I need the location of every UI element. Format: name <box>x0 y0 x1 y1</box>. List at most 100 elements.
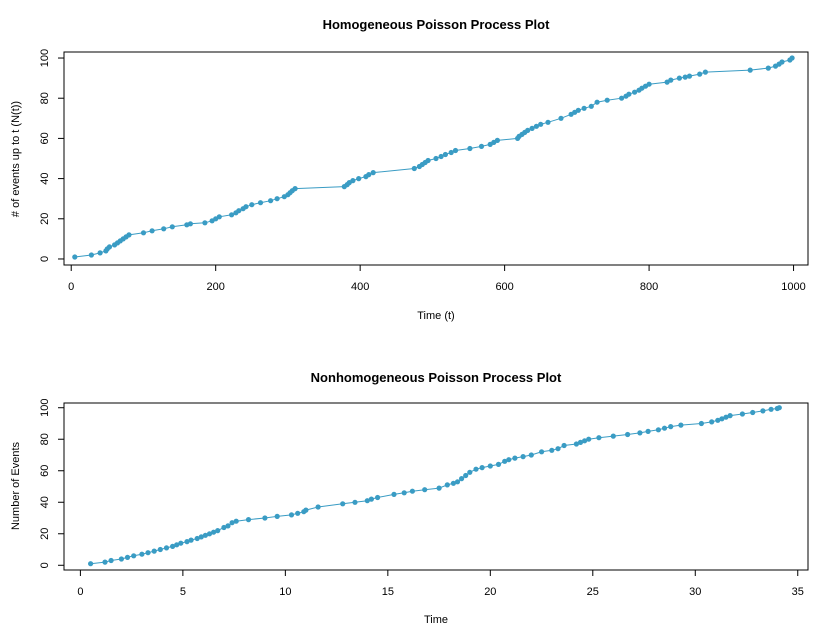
data-point <box>401 490 407 496</box>
data-point <box>169 224 175 230</box>
x-tick-label: 600 <box>495 281 513 293</box>
data-point <box>448 149 454 156</box>
data-point <box>668 424 674 430</box>
data-point <box>411 165 417 172</box>
x-tick-label: 5 <box>180 586 186 598</box>
data-point <box>202 532 208 538</box>
data-point <box>596 435 602 441</box>
data-point <box>626 91 632 97</box>
data-series <box>88 405 782 567</box>
data-point <box>249 202 255 208</box>
data-point <box>245 517 252 523</box>
y-tick-label: 0 <box>39 562 51 568</box>
data-point <box>478 143 485 149</box>
data-point <box>555 446 561 452</box>
x-tick-label: 1000 <box>781 281 805 293</box>
chart-nonhomogeneous: Nonhomogeneous Poisson Process Plot Time… <box>10 370 809 626</box>
data-point <box>262 515 268 521</box>
data-point <box>789 55 795 61</box>
data-point <box>108 557 114 564</box>
x-tick-label: 15 <box>382 586 394 598</box>
series-line <box>90 407 780 565</box>
x-tick-label: 200 <box>207 281 225 293</box>
data-point <box>632 89 638 95</box>
data-point <box>124 554 131 561</box>
data-point <box>97 250 103 256</box>
data-point <box>102 559 108 565</box>
data-point <box>257 200 264 206</box>
data-point <box>709 419 715 425</box>
data-point <box>126 232 132 238</box>
data-point <box>88 252 94 258</box>
data-point <box>487 463 493 469</box>
data-point <box>588 103 594 109</box>
data-point <box>368 496 374 502</box>
data-point <box>676 75 683 81</box>
data-point <box>765 65 771 71</box>
data-point <box>391 491 397 497</box>
data-point <box>776 405 782 411</box>
x-axis-label: Time <box>424 614 448 626</box>
data-point <box>233 518 239 524</box>
data-point <box>533 123 540 129</box>
data-point <box>459 476 465 482</box>
data-point <box>467 469 473 475</box>
data-point <box>140 230 147 236</box>
y-tick-label: 100 <box>39 399 51 417</box>
data-point <box>739 411 746 417</box>
data-point <box>573 441 580 447</box>
data-point <box>170 543 176 550</box>
x-tick-label: 35 <box>792 586 804 598</box>
y-axis-ticks: 0 20 40 60 80 100 <box>39 49 64 262</box>
data-point <box>225 523 231 529</box>
data-point <box>549 447 555 453</box>
data-point <box>198 534 204 540</box>
data-point <box>184 539 190 545</box>
data-point <box>202 220 208 226</box>
data-point <box>194 535 200 542</box>
data-point <box>747 67 753 73</box>
data-point <box>452 147 459 154</box>
data-point <box>243 204 249 210</box>
data-point <box>375 494 381 501</box>
data-point <box>356 176 362 182</box>
y-tick-label: 80 <box>39 433 51 445</box>
data-point <box>206 531 213 537</box>
data-point <box>539 449 545 455</box>
y-tick-label: 40 <box>39 496 51 508</box>
data-point <box>409 488 415 494</box>
x-tick-label: 400 <box>351 281 369 293</box>
data-point <box>494 137 500 143</box>
series-line <box>74 57 793 258</box>
y-axis-label: Number of Events <box>10 441 22 530</box>
y-axis-ticks: 0 20 40 60 80 100 <box>39 399 64 568</box>
data-point <box>216 214 222 220</box>
data-point <box>779 59 785 65</box>
y-tick-label: 20 <box>39 528 51 540</box>
data-point <box>274 513 280 520</box>
data-point <box>520 454 526 460</box>
y-tick-label: 80 <box>39 92 51 104</box>
data-series <box>72 55 795 260</box>
y-axis-label: # of events up to t (N(t)) <box>10 101 22 217</box>
y-tick-label: 20 <box>39 213 51 225</box>
x-axis-ticks: 0 5 10 15 20 25 30 35 <box>77 570 804 598</box>
data-point <box>442 151 448 158</box>
data-point <box>586 436 592 442</box>
data-point <box>646 81 652 87</box>
data-point <box>702 69 709 75</box>
data-point <box>139 551 145 557</box>
y-tick-label: 0 <box>39 256 51 262</box>
data-point <box>473 466 479 472</box>
data-point <box>340 501 346 507</box>
data-point <box>188 537 194 543</box>
data-point <box>698 420 705 427</box>
data-point <box>727 413 733 419</box>
x-tick-label: 10 <box>279 586 291 598</box>
data-point <box>678 422 684 428</box>
data-point <box>131 553 137 559</box>
data-point <box>581 105 587 111</box>
data-point <box>502 458 508 464</box>
data-point <box>619 95 625 101</box>
data-point <box>145 550 151 556</box>
